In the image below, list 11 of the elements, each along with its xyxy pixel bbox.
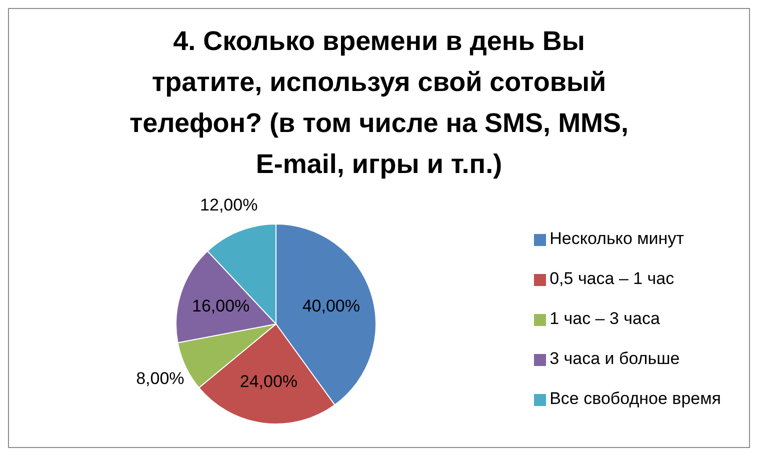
legend-label: 1 час – 3 часа [550, 309, 660, 328]
data-label: 16,00% [192, 296, 250, 316]
legend-label: Несколько минут [550, 229, 684, 248]
data-label: 40,00% [302, 296, 360, 316]
legend-label: 0,5 часа – 1 час [550, 269, 674, 288]
chart-title: 4. Сколько времени в день Вы тратите, используя свой сотовый телефон? (в том числе на SMS, MMS, E-mail, игры и т.п.) [128, 25, 630, 181]
data-label: 8,00% [136, 369, 184, 388]
data-label: 24,00% [240, 372, 298, 392]
data-label: 12,00% [200, 195, 258, 214]
legend-label: 3 часа и больше [550, 349, 680, 368]
legend-label: Все свободное время [550, 389, 721, 408]
